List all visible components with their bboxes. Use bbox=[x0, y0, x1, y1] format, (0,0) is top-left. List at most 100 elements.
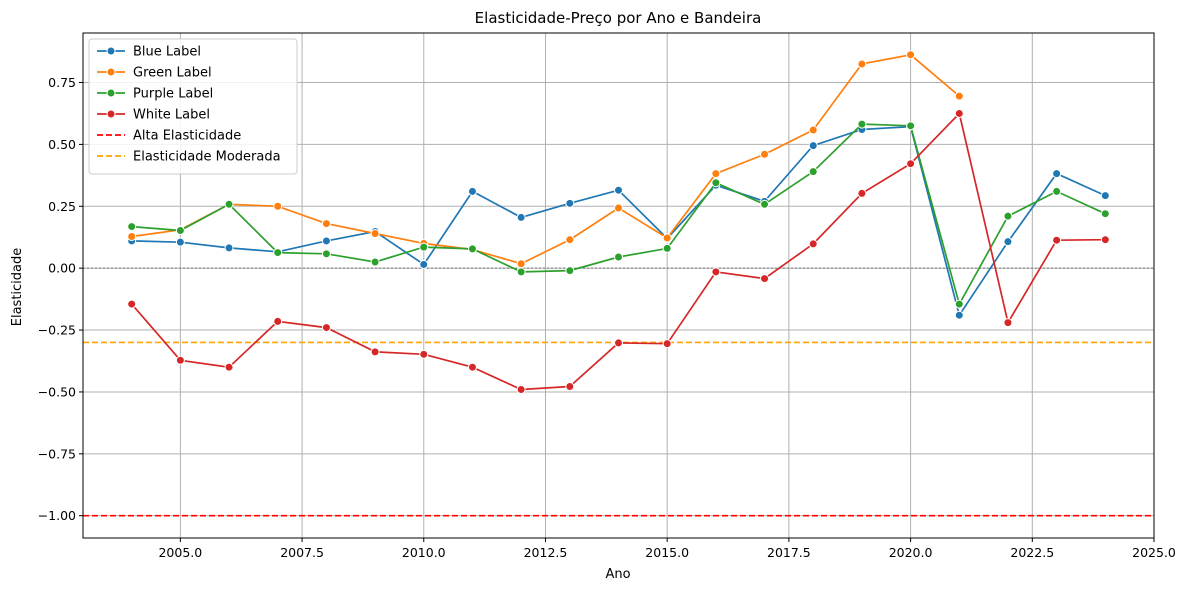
data-point-white-label bbox=[321, 323, 331, 333]
data-point-purple-label bbox=[614, 252, 623, 262]
data-point-white-label bbox=[857, 188, 867, 198]
series-white-label bbox=[127, 108, 1110, 394]
data-point-purple-label bbox=[1003, 211, 1013, 221]
data-point-green-label bbox=[857, 59, 867, 69]
data-point-purple-label bbox=[954, 299, 964, 309]
data-point-green-label bbox=[127, 231, 137, 241]
data-point-white-label bbox=[614, 338, 623, 348]
data-point-green-label bbox=[760, 149, 770, 159]
data-point-white-label bbox=[954, 108, 964, 118]
series-line-green-label bbox=[131, 53, 960, 265]
data-point-blue-label bbox=[1100, 191, 1110, 201]
y-axis-ticks: 0.75 0.50 0.25 0.00 −0.25 −0.50 −0.75 −1.00 bbox=[38, 75, 83, 523]
x-tick-label: 2025.0 bbox=[1132, 545, 1176, 560]
data-point-white-label bbox=[1100, 235, 1110, 245]
data-point-blue-label bbox=[516, 212, 526, 222]
data-point-white-label bbox=[711, 267, 721, 277]
data-point-white-label bbox=[516, 384, 526, 394]
data-point-blue-label bbox=[614, 185, 623, 195]
x-tick-label: 2010.0 bbox=[402, 545, 446, 560]
legend-label-alta-elasticidade: Alta Elasticidade bbox=[133, 129, 241, 144]
data-point-blue-label bbox=[321, 236, 331, 246]
data-point-green-label bbox=[516, 259, 526, 269]
data-point-purple-label bbox=[224, 199, 234, 209]
y-tick-label: 0.50 bbox=[48, 137, 76, 152]
data-point-purple-label bbox=[321, 249, 331, 259]
data-point-green-label bbox=[954, 91, 964, 101]
data-point-purple-label bbox=[1100, 209, 1110, 219]
data-point-purple-label bbox=[419, 242, 429, 252]
y-tick-label: −0.50 bbox=[38, 384, 76, 399]
legend-marker-blue-label bbox=[106, 46, 116, 56]
data-point-white-label bbox=[760, 274, 770, 284]
data-point-purple-label bbox=[760, 199, 770, 209]
y-tick-label: −0.25 bbox=[38, 323, 76, 338]
x-axis-title: Ano bbox=[605, 567, 630, 582]
data-point-white-label bbox=[1003, 318, 1013, 328]
x-axis-ticks: 2005.0 2007.5 2010.0 2012.5 2015.0 2017.5 2020… bbox=[158, 538, 1176, 560]
x-tick-label: 2012.5 bbox=[524, 545, 568, 560]
data-point-green-label bbox=[808, 125, 818, 135]
data-point-white-label bbox=[1052, 235, 1062, 245]
data-point-blue-label bbox=[419, 259, 429, 269]
legend-label-white-label: White Label bbox=[133, 108, 210, 123]
x-tick-label: 2020.0 bbox=[889, 545, 933, 560]
legend-marker-green-label bbox=[106, 67, 116, 77]
plot-frame bbox=[82, 32, 1155, 539]
data-point-purple-label bbox=[273, 248, 283, 258]
data-point-green-label bbox=[906, 50, 916, 60]
legend-label-purple-label: Purple Label bbox=[133, 87, 213, 102]
data-point-blue-label bbox=[1003, 237, 1013, 247]
y-axis-title: Elasticidade bbox=[10, 248, 25, 327]
data-point-green-label bbox=[662, 233, 672, 243]
data-point-purple-label bbox=[711, 178, 721, 188]
data-point-green-label bbox=[370, 229, 380, 239]
data-point-green-label bbox=[565, 235, 575, 245]
series-purple-label bbox=[127, 119, 1110, 309]
data-point-white-label bbox=[273, 316, 283, 326]
x-tick-label: 2005.0 bbox=[158, 545, 202, 560]
x-tick-label: 2015.0 bbox=[645, 545, 689, 560]
data-point-white-label bbox=[419, 349, 429, 359]
data-point-blue-label bbox=[224, 243, 234, 253]
legend-marker-white-label bbox=[106, 109, 116, 119]
legend-label-blue-label: Blue Label bbox=[133, 45, 201, 60]
data-point-purple-label bbox=[857, 119, 867, 129]
y-tick-label: −0.75 bbox=[38, 446, 76, 461]
chart-title: Elasticidade-Preço por Ano e Bandeira bbox=[475, 9, 762, 27]
data-point-purple-label bbox=[516, 267, 526, 277]
data-point-white-label bbox=[808, 239, 818, 249]
y-tick-label: 0.00 bbox=[48, 261, 76, 276]
y-tick-label: −1.00 bbox=[38, 508, 76, 523]
data-point-white-label bbox=[224, 362, 234, 372]
data-point-white-label bbox=[127, 299, 137, 309]
y-tick-label: 0.25 bbox=[48, 199, 76, 214]
data-point-green-label bbox=[614, 203, 623, 213]
data-point-purple-label bbox=[906, 121, 916, 131]
data-point-white-label bbox=[662, 339, 672, 349]
legend-box bbox=[88, 38, 298, 175]
x-tick-label: 2007.5 bbox=[280, 545, 324, 560]
data-point-purple-label bbox=[467, 244, 477, 254]
data-point-blue-label bbox=[954, 310, 964, 320]
data-point-green-label bbox=[321, 219, 331, 229]
data-point-purple-label bbox=[370, 257, 380, 267]
data-point-blue-label bbox=[808, 141, 818, 151]
data-point-blue-label bbox=[565, 198, 575, 208]
data-point-green-label bbox=[711, 169, 721, 179]
data-point-purple-label bbox=[175, 226, 185, 236]
data-point-blue-label bbox=[467, 186, 477, 196]
data-point-white-label bbox=[906, 159, 916, 169]
y-tick-label: 0.75 bbox=[48, 75, 76, 90]
legend: Blue Label Green Label Purple Label White L… bbox=[88, 38, 298, 175]
legend-label-green-label: Green Label bbox=[133, 66, 212, 81]
legend-marker-purple-label bbox=[106, 88, 116, 98]
data-point-purple-label bbox=[127, 222, 137, 232]
data-point-green-label bbox=[273, 201, 283, 211]
data-point-purple-label bbox=[565, 266, 575, 276]
data-series bbox=[127, 50, 1110, 394]
data-point-white-label bbox=[467, 362, 477, 372]
data-point-purple-label bbox=[808, 167, 818, 177]
data-point-blue-label bbox=[175, 237, 185, 247]
data-point-white-label bbox=[565, 382, 575, 391]
